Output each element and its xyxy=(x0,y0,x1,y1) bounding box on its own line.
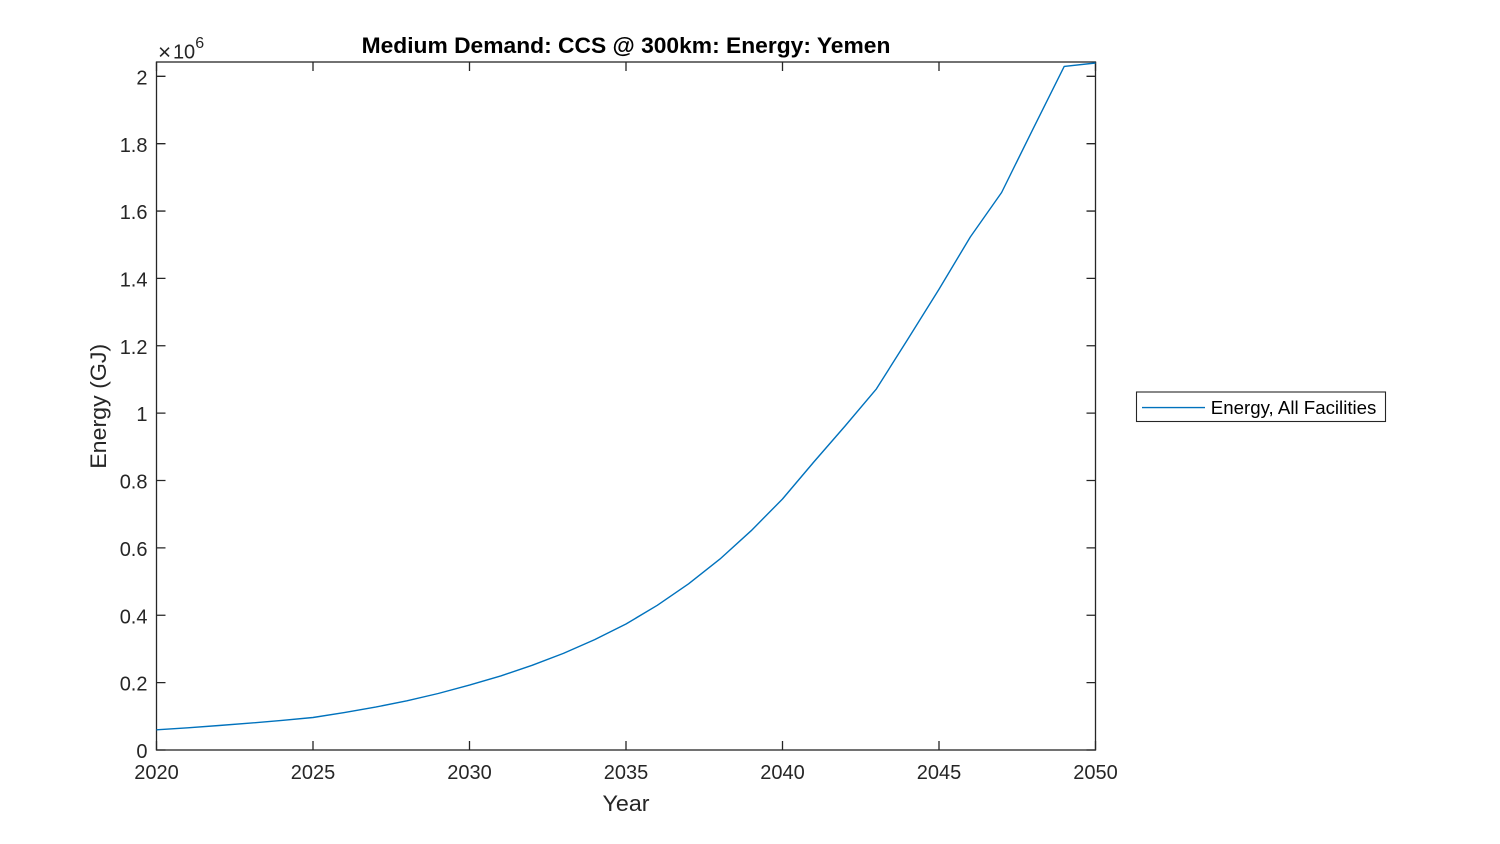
svg-text:Energy (GJ): Energy (GJ) xyxy=(86,344,111,469)
svg-text:2030: 2030 xyxy=(447,762,492,784)
svg-text:2: 2 xyxy=(136,67,147,89)
svg-text:×106: ×106 xyxy=(158,35,204,64)
svg-text:2025: 2025 xyxy=(291,762,336,784)
svg-text:2035: 2035 xyxy=(604,762,649,784)
svg-text:0.2: 0.2 xyxy=(120,674,148,696)
svg-text:Year: Year xyxy=(603,791,651,816)
svg-text:1.6: 1.6 xyxy=(120,202,148,224)
svg-text:1: 1 xyxy=(136,404,147,426)
svg-text:Medium Demand: CCS @ 300km: En: Medium Demand: CCS @ 300km: Energy: Yeme… xyxy=(362,33,891,58)
svg-text:2020: 2020 xyxy=(134,762,179,784)
svg-text:Energy, All Facilities: Energy, All Facilities xyxy=(1211,397,1377,418)
svg-text:0.8: 0.8 xyxy=(120,472,148,494)
svg-text:2050: 2050 xyxy=(1073,762,1118,784)
svg-text:0.4: 0.4 xyxy=(120,606,148,628)
svg-text:0.6: 0.6 xyxy=(120,539,148,561)
svg-text:0: 0 xyxy=(136,741,147,763)
svg-text:1.8: 1.8 xyxy=(120,135,148,157)
svg-text:1.2: 1.2 xyxy=(120,337,148,359)
svg-text:2045: 2045 xyxy=(917,762,962,784)
svg-text:2040: 2040 xyxy=(760,762,805,784)
svg-text:1.4: 1.4 xyxy=(120,270,148,292)
